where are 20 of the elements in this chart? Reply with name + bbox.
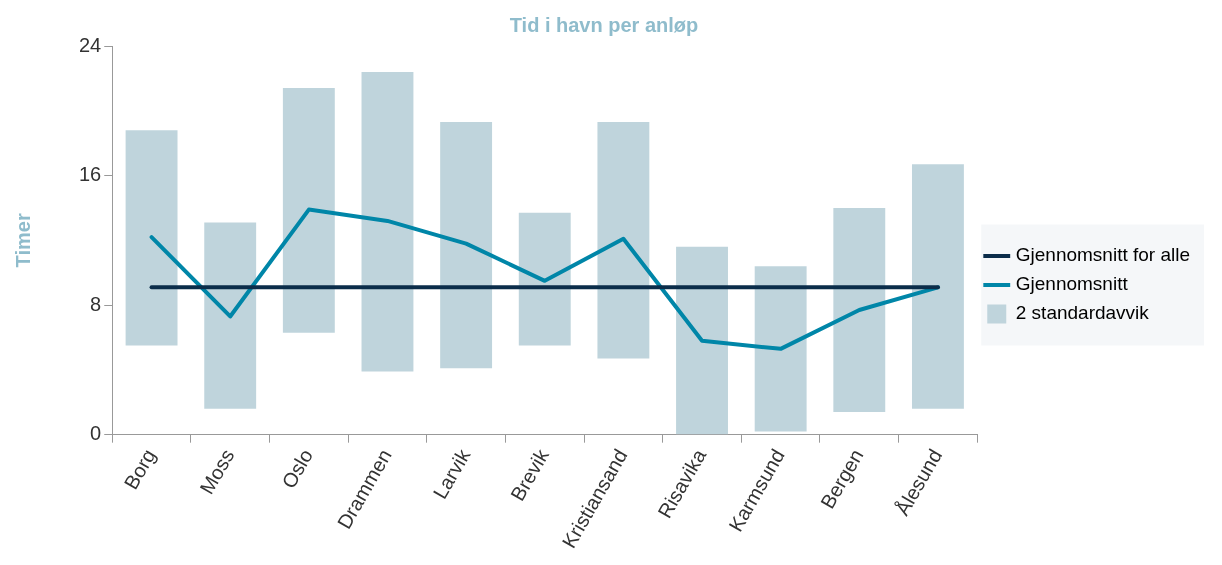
bar xyxy=(911,164,964,409)
y-tick-label: 0 xyxy=(90,422,102,445)
y-tick-label: 24 xyxy=(79,33,102,56)
bar xyxy=(440,122,493,369)
bar xyxy=(282,88,335,333)
y-tick-label: 16 xyxy=(79,163,102,186)
legend-label: Gjennomsnitt xyxy=(1015,273,1129,295)
bar xyxy=(204,222,257,409)
bar xyxy=(518,212,571,346)
bar xyxy=(361,71,414,372)
bar xyxy=(125,130,178,346)
bar xyxy=(676,246,728,435)
bar xyxy=(754,266,807,432)
bar xyxy=(597,122,650,359)
y-tick-label: 8 xyxy=(90,292,102,315)
chart-title: Tid i havn per anløp xyxy=(509,13,699,36)
legend-label: Gjennomsnitt for alle xyxy=(1015,244,1190,266)
bar xyxy=(833,207,886,413)
legend-label: 2 standardavvik xyxy=(1015,302,1150,324)
y-axis-title: Timer xyxy=(11,213,34,268)
